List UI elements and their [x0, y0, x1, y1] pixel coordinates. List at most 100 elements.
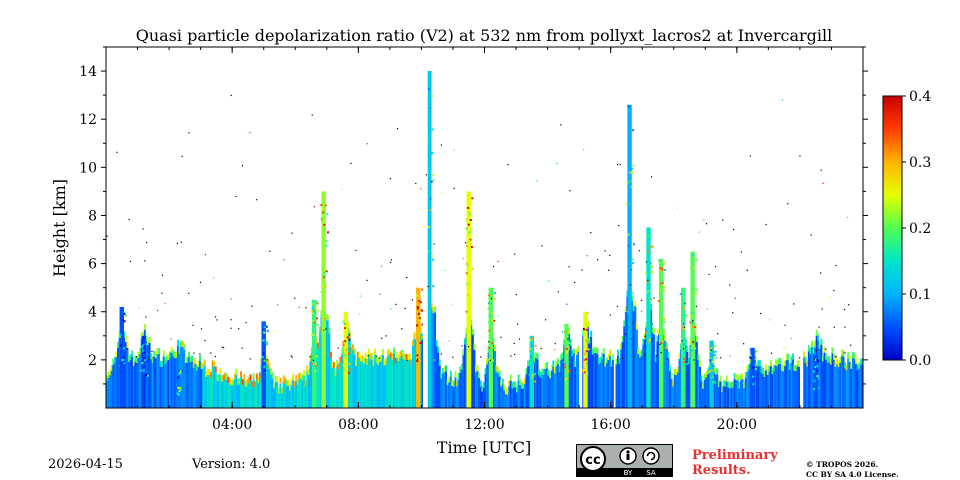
bl-column: [438, 365, 441, 408]
bl-column: [265, 361, 268, 408]
bl-top-layer: [828, 356, 831, 363]
plume-speckle: [323, 275, 326, 278]
plume-speckle: [586, 372, 589, 375]
noise-point: [850, 344, 852, 346]
bl-top-layer: [639, 351, 642, 358]
bl-top-layer: [153, 350, 156, 357]
noise-point: [714, 265, 717, 268]
bl-top-layer: [779, 357, 782, 364]
bl-top-layer: [790, 356, 793, 363]
noise-point: [633, 355, 635, 357]
bl-column: [131, 356, 134, 408]
bl-top-layer: [240, 371, 243, 378]
bl-column: [435, 346, 438, 408]
plume-speckle: [431, 258, 434, 261]
noise-point: [126, 348, 128, 350]
bl-column: [610, 366, 613, 408]
bl-top-layer: [347, 322, 350, 329]
noise-point: [222, 347, 225, 349]
bl-column: [336, 366, 339, 408]
noise-point: [681, 340, 683, 342]
noise-point: [309, 356, 311, 358]
plume-speckle: [432, 285, 435, 288]
bl-top-layer: [810, 340, 813, 347]
bl-top-layer: [184, 356, 187, 363]
noise-point: [440, 144, 443, 146]
noise-point: [740, 251, 743, 253]
bl-top-layer: [486, 358, 489, 365]
bl-top-layer: [432, 307, 435, 314]
bl-top-layer: [277, 387, 280, 394]
bl-column: [186, 363, 189, 408]
bl-top-layer: [301, 374, 304, 381]
bl-top-layer: [634, 300, 637, 307]
bl-column: [279, 383, 282, 408]
bl-column: [620, 349, 623, 408]
plume-speckle: [346, 336, 349, 339]
bl-column: [621, 341, 624, 408]
noise-point: [781, 99, 784, 101]
bl-top-layer: [274, 376, 277, 383]
plume-speckle: [714, 350, 717, 353]
bl-column: [773, 371, 776, 408]
plume-speckle: [564, 378, 567, 381]
noise-point: [821, 308, 823, 310]
bl-top-layer: [732, 381, 735, 388]
bl-column: [359, 361, 362, 408]
plume-speckle: [421, 288, 424, 291]
noise-point: [406, 277, 408, 279]
noise-point: [420, 188, 422, 190]
bl-column: [675, 375, 678, 408]
bl-top-layer: [574, 360, 577, 367]
noise-point: [518, 338, 521, 340]
plume-speckle: [583, 328, 586, 331]
bl-column: [536, 359, 539, 408]
bl-column: [492, 344, 495, 408]
x-axis: 04:00 08:00 12:00 16:00 20:00: [105, 47, 864, 433]
bl-column: [273, 388, 276, 408]
bl-column: [503, 390, 506, 408]
plume-speckle: [684, 337, 687, 340]
bl-column: [411, 345, 414, 408]
plume-column: [627, 104, 632, 408]
bl-top-layer: [503, 384, 506, 391]
plume-speckle: [708, 370, 711, 373]
bl-column: [588, 343, 591, 408]
plume-speckle: [752, 383, 755, 386]
bl-top-layer: [339, 356, 342, 363]
noise-point: [695, 305, 697, 307]
plume-speckle: [659, 269, 662, 272]
plume-speckle: [427, 87, 430, 90]
plume-speckle: [123, 347, 126, 350]
bl-column: [520, 388, 523, 408]
noise-point: [820, 169, 822, 171]
noise-point: [199, 281, 202, 283]
plume-speckle: [585, 358, 588, 361]
bl-top-layer: [609, 349, 612, 356]
bl-top-layer: [293, 381, 296, 388]
plume-speckle: [813, 378, 816, 381]
bl-top-layer: [191, 355, 194, 362]
plume-speckle: [320, 203, 323, 206]
plume-speckle: [465, 227, 468, 230]
plume-speckle: [123, 311, 126, 314]
bl-column: [222, 380, 225, 408]
bl-column: [460, 369, 463, 408]
plume-speckle: [583, 371, 586, 374]
bl-top-layer: [536, 353, 539, 360]
bl-column: [229, 384, 231, 408]
plume-speckle: [415, 294, 418, 297]
bl-top-layer: [408, 353, 411, 360]
bl-top-layer: [676, 366, 679, 373]
bl-top-layer: [173, 352, 176, 359]
bl-top-layer: [777, 358, 780, 365]
plume-speckle: [142, 336, 145, 339]
bl-column: [206, 374, 209, 408]
plume-speckle: [650, 245, 653, 248]
bl-top-layer: [405, 353, 408, 360]
bl-top-layer: [700, 375, 703, 382]
plume-speckle: [468, 212, 471, 215]
noise-point: [188, 132, 190, 134]
bl-top-layer: [471, 329, 474, 336]
bl-column: [290, 384, 293, 408]
